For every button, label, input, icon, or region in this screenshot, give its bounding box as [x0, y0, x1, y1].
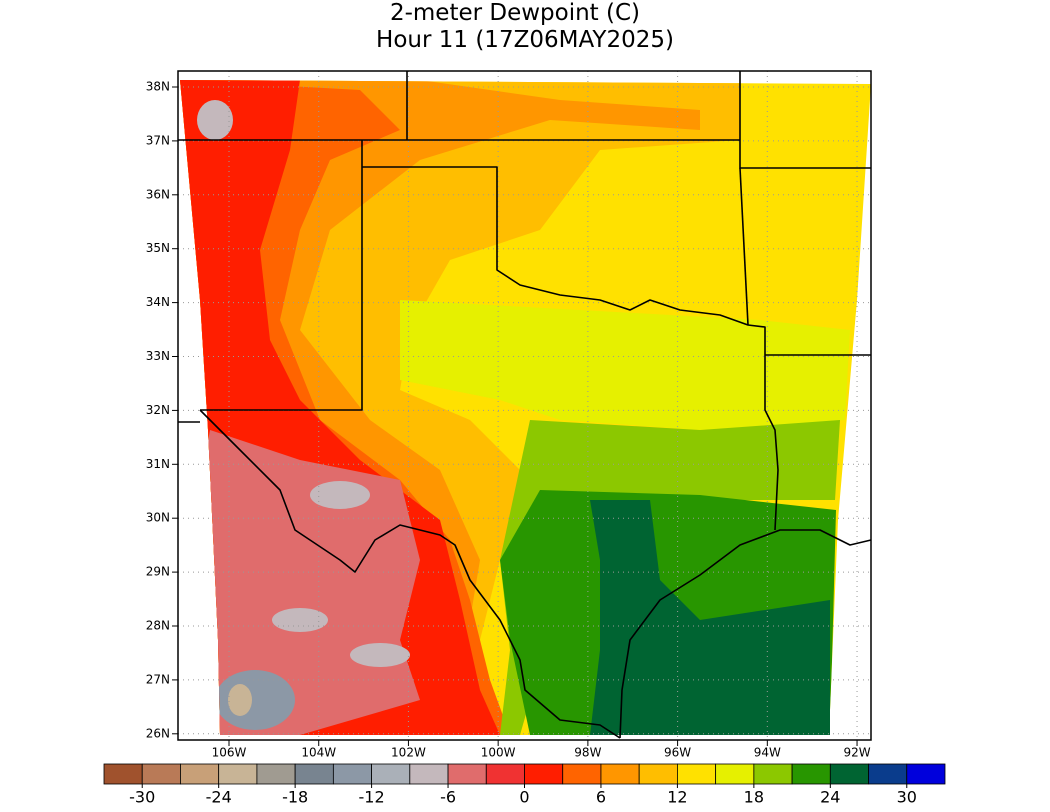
colorbar-bin [753, 763, 793, 785]
lon-tick-label: 98W [574, 746, 601, 760]
dewpoint-region [228, 684, 252, 716]
colorbar-bin [256, 763, 296, 785]
colorbar-bin [332, 763, 372, 785]
lat-tick-label: 35N [146, 241, 170, 255]
lat-tick-label: 34N [146, 295, 170, 309]
dewpoint-region [590, 500, 830, 735]
lon-tick-label: 102W [391, 746, 426, 760]
dewpoint-region [272, 608, 328, 632]
colorbar-bin [218, 763, 258, 785]
lat-tick-label: 33N [146, 349, 170, 363]
colorbar-tick-label: 12 [667, 788, 687, 807]
colorbar-tick-label: -30 [129, 788, 155, 807]
title: 2-meter Dewpoint (C) [390, 0, 640, 26]
colorbar-bin [294, 763, 334, 785]
colorbar-bin [180, 763, 220, 785]
lat-tick-label: 36N [146, 187, 170, 201]
lon-tick-label: 96W [664, 746, 691, 760]
colorbar-bin [829, 763, 869, 785]
state-border [362, 166, 779, 531]
colorbar-bin [600, 763, 640, 785]
lat-tick-label: 38N [146, 80, 170, 94]
colorbar-bin [141, 763, 181, 785]
colorbar-tick-label: 0 [519, 788, 529, 807]
colorbar-bin [103, 763, 143, 785]
colorbar-tick-label: 30 [897, 788, 917, 807]
colorbar-bin [371, 763, 411, 785]
colorbar-bin [906, 763, 946, 785]
colorbar-bin [447, 763, 487, 785]
colorbar-bin [791, 763, 831, 785]
lat-tick-label: 32N [146, 403, 170, 417]
colorbar-bin [715, 763, 755, 785]
lon-tick-label: 104W [301, 746, 336, 760]
dewpoint-region [197, 100, 233, 140]
colorbar-bin [868, 763, 908, 785]
graticule: 38N 37N 36N 35N 34N 33N 32N 31N 30N 29N 28N 27N 26N 1… [146, 71, 871, 760]
lon-tick-label: 94W [754, 746, 781, 760]
colorbar-tick-label: 18 [744, 788, 764, 807]
rio-grande [199, 409, 621, 739]
lon-tick-label: 100W [481, 746, 516, 760]
colorbar-bin [485, 763, 525, 785]
dewpoint-region [350, 643, 410, 667]
lon-tick-label: 106W [212, 746, 247, 760]
lat-tick-label: 30N [146, 511, 170, 525]
lat-tick-label: 29N [146, 565, 170, 579]
colorbar-bin [677, 763, 717, 785]
colorbar-bin [524, 763, 564, 785]
lat-tick-label: 37N [146, 133, 170, 147]
lon-tick-label: 92W [843, 746, 870, 760]
dewpoint-region [310, 481, 370, 509]
coastline [619, 529, 872, 739]
lat-tick-label: 27N [146, 672, 170, 686]
colorbar-tick-label: -6 [440, 788, 456, 807]
map-frame [177, 70, 872, 741]
dewpoint-region [215, 670, 295, 730]
lat-tick-label: 28N [146, 619, 170, 633]
lat-tick-label: 26N [146, 726, 170, 740]
subtitle: Hour 11 (17Z06MAY2025) [376, 27, 674, 53]
colorbar-tick-label: 24 [820, 788, 840, 807]
colorbar-tick-label: 6 [596, 788, 606, 807]
colorbar-tick-label: -12 [359, 788, 385, 807]
colorbar-bin [638, 763, 678, 785]
state-border [739, 167, 749, 326]
colorbar-tick-label: -18 [282, 788, 308, 807]
colorbar-bin [562, 763, 602, 785]
colorbar-bin [409, 763, 449, 785]
borders [178, 71, 872, 739]
lat-tick-label: 31N [146, 457, 170, 471]
state-border [200, 140, 363, 411]
colorbar-tick-label: -24 [206, 788, 232, 807]
dewpoint-region [400, 300, 850, 430]
colorbar: -30 -24 -18 -12 -6 0 6 12 18 24 30 [103, 763, 946, 807]
